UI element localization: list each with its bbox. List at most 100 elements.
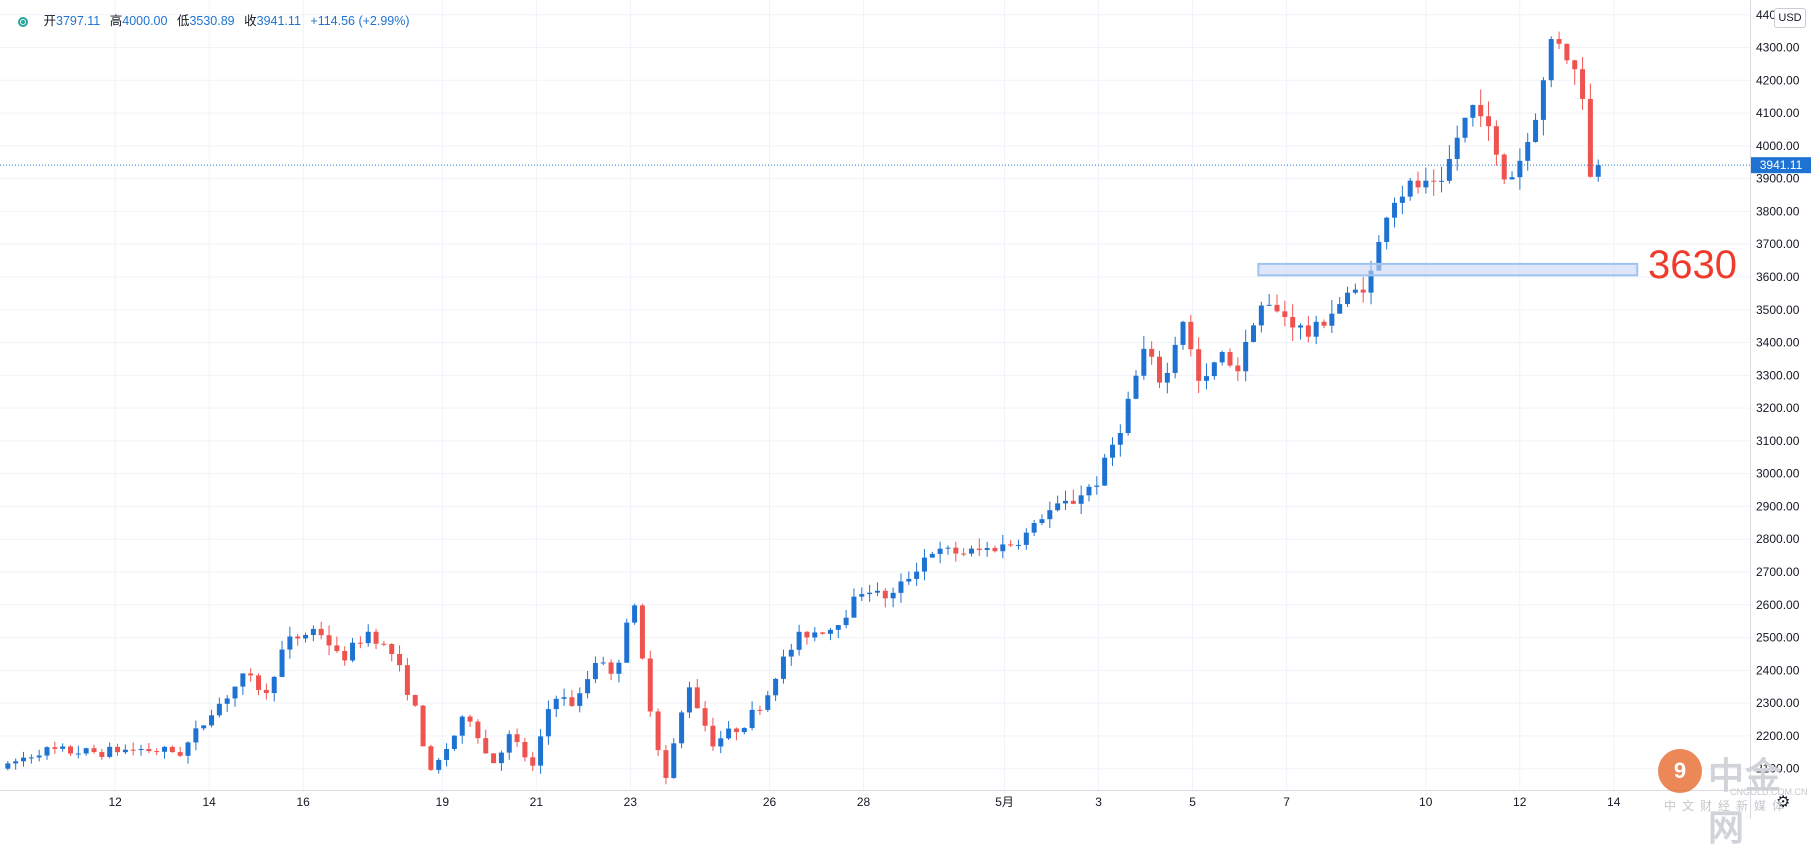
candle-body <box>796 631 802 650</box>
x-tick-label: 28 <box>857 795 871 809</box>
candle-body <box>91 748 97 753</box>
candle-body <box>749 709 755 728</box>
x-tick-label: 5月 <box>995 795 1014 809</box>
candle-body <box>52 747 58 749</box>
last-price-label: 3941.11 <box>1760 158 1803 172</box>
candle-body <box>1392 202 1398 218</box>
candle-body <box>702 708 708 726</box>
candle-body <box>1180 321 1186 345</box>
candle-body <box>1595 165 1601 177</box>
candle-body <box>1540 80 1546 120</box>
y-tick-label: 2700.00 <box>1756 565 1800 579</box>
candle-body <box>1509 177 1515 180</box>
candle-body <box>303 634 309 639</box>
candle-body <box>1470 105 1476 118</box>
candle-body <box>1251 325 1257 342</box>
candle-body <box>843 617 849 626</box>
y-tick-label: 2600.00 <box>1756 598 1800 612</box>
candle-body <box>1368 270 1374 293</box>
candle-body <box>60 746 66 749</box>
y-tick-label: 3700.00 <box>1756 237 1800 251</box>
y-tick-label: 3300.00 <box>1756 368 1800 382</box>
candle-body <box>882 590 888 599</box>
candle-body <box>765 695 771 710</box>
y-tick-label: 3100.00 <box>1756 434 1800 448</box>
candle-body <box>224 698 230 704</box>
candle-body <box>827 629 833 634</box>
candle-body <box>1454 137 1460 159</box>
candle-body <box>209 715 215 726</box>
candle-body <box>451 735 457 749</box>
candle-body <box>647 658 653 712</box>
candle-body <box>945 547 951 549</box>
candle-body <box>404 665 410 695</box>
candle-body <box>122 749 128 753</box>
candle-body <box>287 636 293 650</box>
candlestick-chart[interactable]: 2100.00 2200.00 2300.00 2400.00 2500.00 2600.… <box>0 0 1815 819</box>
candle-body <box>169 746 175 753</box>
close-value: 3941.11 <box>256 14 301 28</box>
candle-body <box>412 694 418 706</box>
candle-body <box>506 734 512 753</box>
x-tick-label: 21 <box>530 795 544 809</box>
candle-body <box>1501 154 1507 180</box>
candle-body <box>718 738 724 747</box>
candle-body <box>326 635 332 646</box>
candle-body <box>929 553 935 558</box>
candle-body <box>953 547 959 554</box>
candle-body <box>1580 69 1586 99</box>
candle-body <box>162 746 168 752</box>
x-tick-label: 10 <box>1419 795 1433 809</box>
candle-body <box>193 728 199 743</box>
candle-body <box>890 592 896 599</box>
candle-body <box>1337 304 1343 314</box>
y-tick-label: 2900.00 <box>1756 499 1800 513</box>
candle-body <box>874 590 880 593</box>
candle-body <box>279 649 285 677</box>
candle-body <box>984 548 990 550</box>
candle-body <box>467 716 473 722</box>
candle-body <box>1141 348 1147 376</box>
candle-body <box>1384 217 1390 242</box>
currency-button[interactable]: USD <box>1774 8 1806 28</box>
candle-body <box>561 697 567 699</box>
open-value: 3797.11 <box>56 14 101 28</box>
candle-body <box>248 673 254 676</box>
time-axis[interactable]: 12 14 16 19 21 23 26 28 5月 3 5 7 10 12 14 <box>108 795 1620 809</box>
price-axis-panel <box>1751 0 1815 819</box>
candle-body <box>44 747 50 756</box>
x-tick-label: 14 <box>203 795 217 809</box>
candle-body <box>1219 352 1225 363</box>
x-tick-label: 12 <box>1513 795 1527 809</box>
candle-body <box>835 625 841 630</box>
candle-body <box>1446 158 1452 181</box>
candle-body <box>373 631 379 644</box>
candle-body <box>216 703 222 716</box>
candle-body <box>146 749 152 752</box>
candle-body <box>1352 289 1358 293</box>
candle-body <box>389 644 395 654</box>
candle-body <box>1109 444 1115 458</box>
support-zone[interactable] <box>1257 262 1639 277</box>
candle-body <box>757 709 763 711</box>
candle-body <box>514 734 520 742</box>
x-tick-label: 5 <box>1189 795 1196 809</box>
close-label: 收 <box>244 14 257 28</box>
candle-body <box>271 676 277 694</box>
candle-body <box>671 743 677 778</box>
low-label: 低 <box>176 14 190 28</box>
candle-body <box>1070 500 1076 504</box>
candle-body <box>1188 321 1194 350</box>
candle-body <box>342 650 348 661</box>
candle-body <box>498 752 504 764</box>
candle-body <box>624 622 630 663</box>
candle-body <box>397 653 403 666</box>
candle-body <box>115 746 121 753</box>
settings-gear-icon[interactable]: ⚙ <box>1776 794 1791 811</box>
candle-body <box>295 636 301 639</box>
symbol-status-icon <box>18 17 28 27</box>
candle-body <box>107 746 113 757</box>
candle-body <box>1258 305 1264 326</box>
y-tick-label: 2200.00 <box>1756 729 1800 743</box>
candle-body <box>1360 289 1366 293</box>
